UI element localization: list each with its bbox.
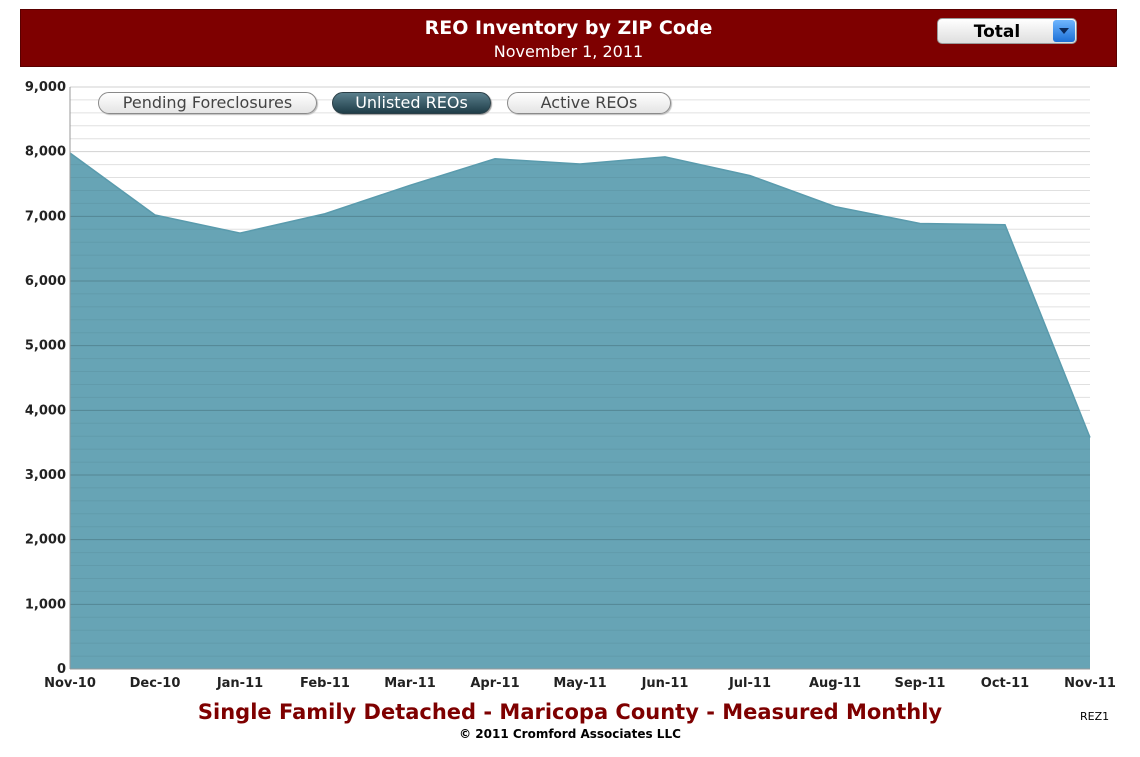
y-tick-label: 6,000: [25, 274, 66, 289]
x-tick-label: Jan-11: [216, 676, 263, 691]
y-tick-label: 3,000: [25, 468, 66, 483]
x-tick-label: Nov-11: [1064, 676, 1116, 691]
x-tick-label: Mar-11: [384, 676, 436, 691]
chart-title: REO Inventory by ZIP Code: [424, 17, 713, 39]
y-tick-label: 0: [57, 662, 66, 677]
y-tick-label: 1,000: [25, 597, 66, 612]
x-tick-label: Sep-11: [895, 676, 946, 691]
x-tick-label: Jun-11: [641, 676, 689, 691]
tab-unlisted-reos[interactable]: Unlisted REOs: [332, 92, 491, 114]
tab-active-reos[interactable]: Active REOs: [507, 92, 671, 114]
area-chart: 0 1,000 2,000 3,000 4,000 5,000 6,000 7,000 8,00…: [25, 80, 1116, 691]
x-tick-label: May-11: [553, 676, 606, 691]
tab-pending-foreclosures[interactable]: Pending Foreclosures: [98, 92, 317, 114]
x-tick-label: Dec-10: [130, 676, 181, 691]
y-tick-label: 7,000: [25, 209, 66, 224]
chart-header: REO Inventory by ZIP Code November 1, 20…: [20, 9, 1117, 67]
copyright-text: © 2011 Cromford Associates LLC: [459, 727, 681, 741]
y-tick-label: 9,000: [25, 80, 66, 95]
y-tick-label: 5,000: [25, 339, 66, 354]
series-area: [70, 152, 1090, 669]
series-line: [69, 152, 1091, 438]
report-code: REZ1: [1080, 710, 1110, 723]
y-tick-label: 8,000: [25, 145, 66, 160]
x-tick-label: Jul-11: [728, 676, 771, 691]
x-tick-label: Oct-11: [981, 676, 1029, 691]
x-tick-label: Apr-11: [470, 676, 519, 691]
dropdown-value: Total: [973, 22, 1021, 42]
total-dropdown[interactable]: Total: [937, 18, 1077, 44]
y-tick-label: 2,000: [25, 533, 66, 548]
chart-date: November 1, 2011: [493, 42, 644, 61]
x-tick-label: Feb-11: [300, 676, 350, 691]
x-tick-label: Aug-11: [809, 676, 861, 691]
chevron-down-icon[interactable]: [1053, 20, 1075, 42]
y-tick-label: 4,000: [25, 403, 66, 418]
chart-footer-title: Single Family Detached - Maricopa County…: [197, 700, 943, 724]
x-tick-label: Nov-10: [44, 676, 96, 691]
